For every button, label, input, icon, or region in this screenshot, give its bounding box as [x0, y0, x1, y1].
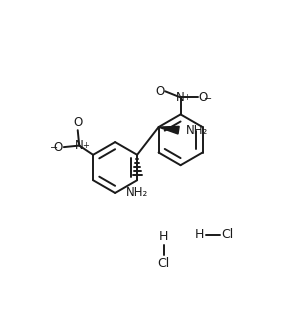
Text: NH₂: NH₂ [186, 124, 208, 137]
Text: N: N [176, 91, 185, 104]
Text: NH₂: NH₂ [126, 186, 148, 199]
Text: Cl: Cl [221, 228, 234, 241]
Text: −: − [204, 93, 212, 104]
Text: O: O [198, 91, 208, 104]
Text: H: H [159, 230, 168, 243]
Text: O: O [54, 141, 63, 154]
Text: O: O [73, 116, 82, 129]
Text: +: + [82, 141, 89, 150]
Text: Cl: Cl [158, 257, 170, 270]
Polygon shape [158, 126, 179, 134]
Text: H: H [195, 228, 205, 241]
Text: −: − [50, 143, 58, 153]
Text: N: N [75, 139, 84, 152]
Text: O: O [155, 85, 164, 98]
Text: +: + [184, 93, 190, 102]
